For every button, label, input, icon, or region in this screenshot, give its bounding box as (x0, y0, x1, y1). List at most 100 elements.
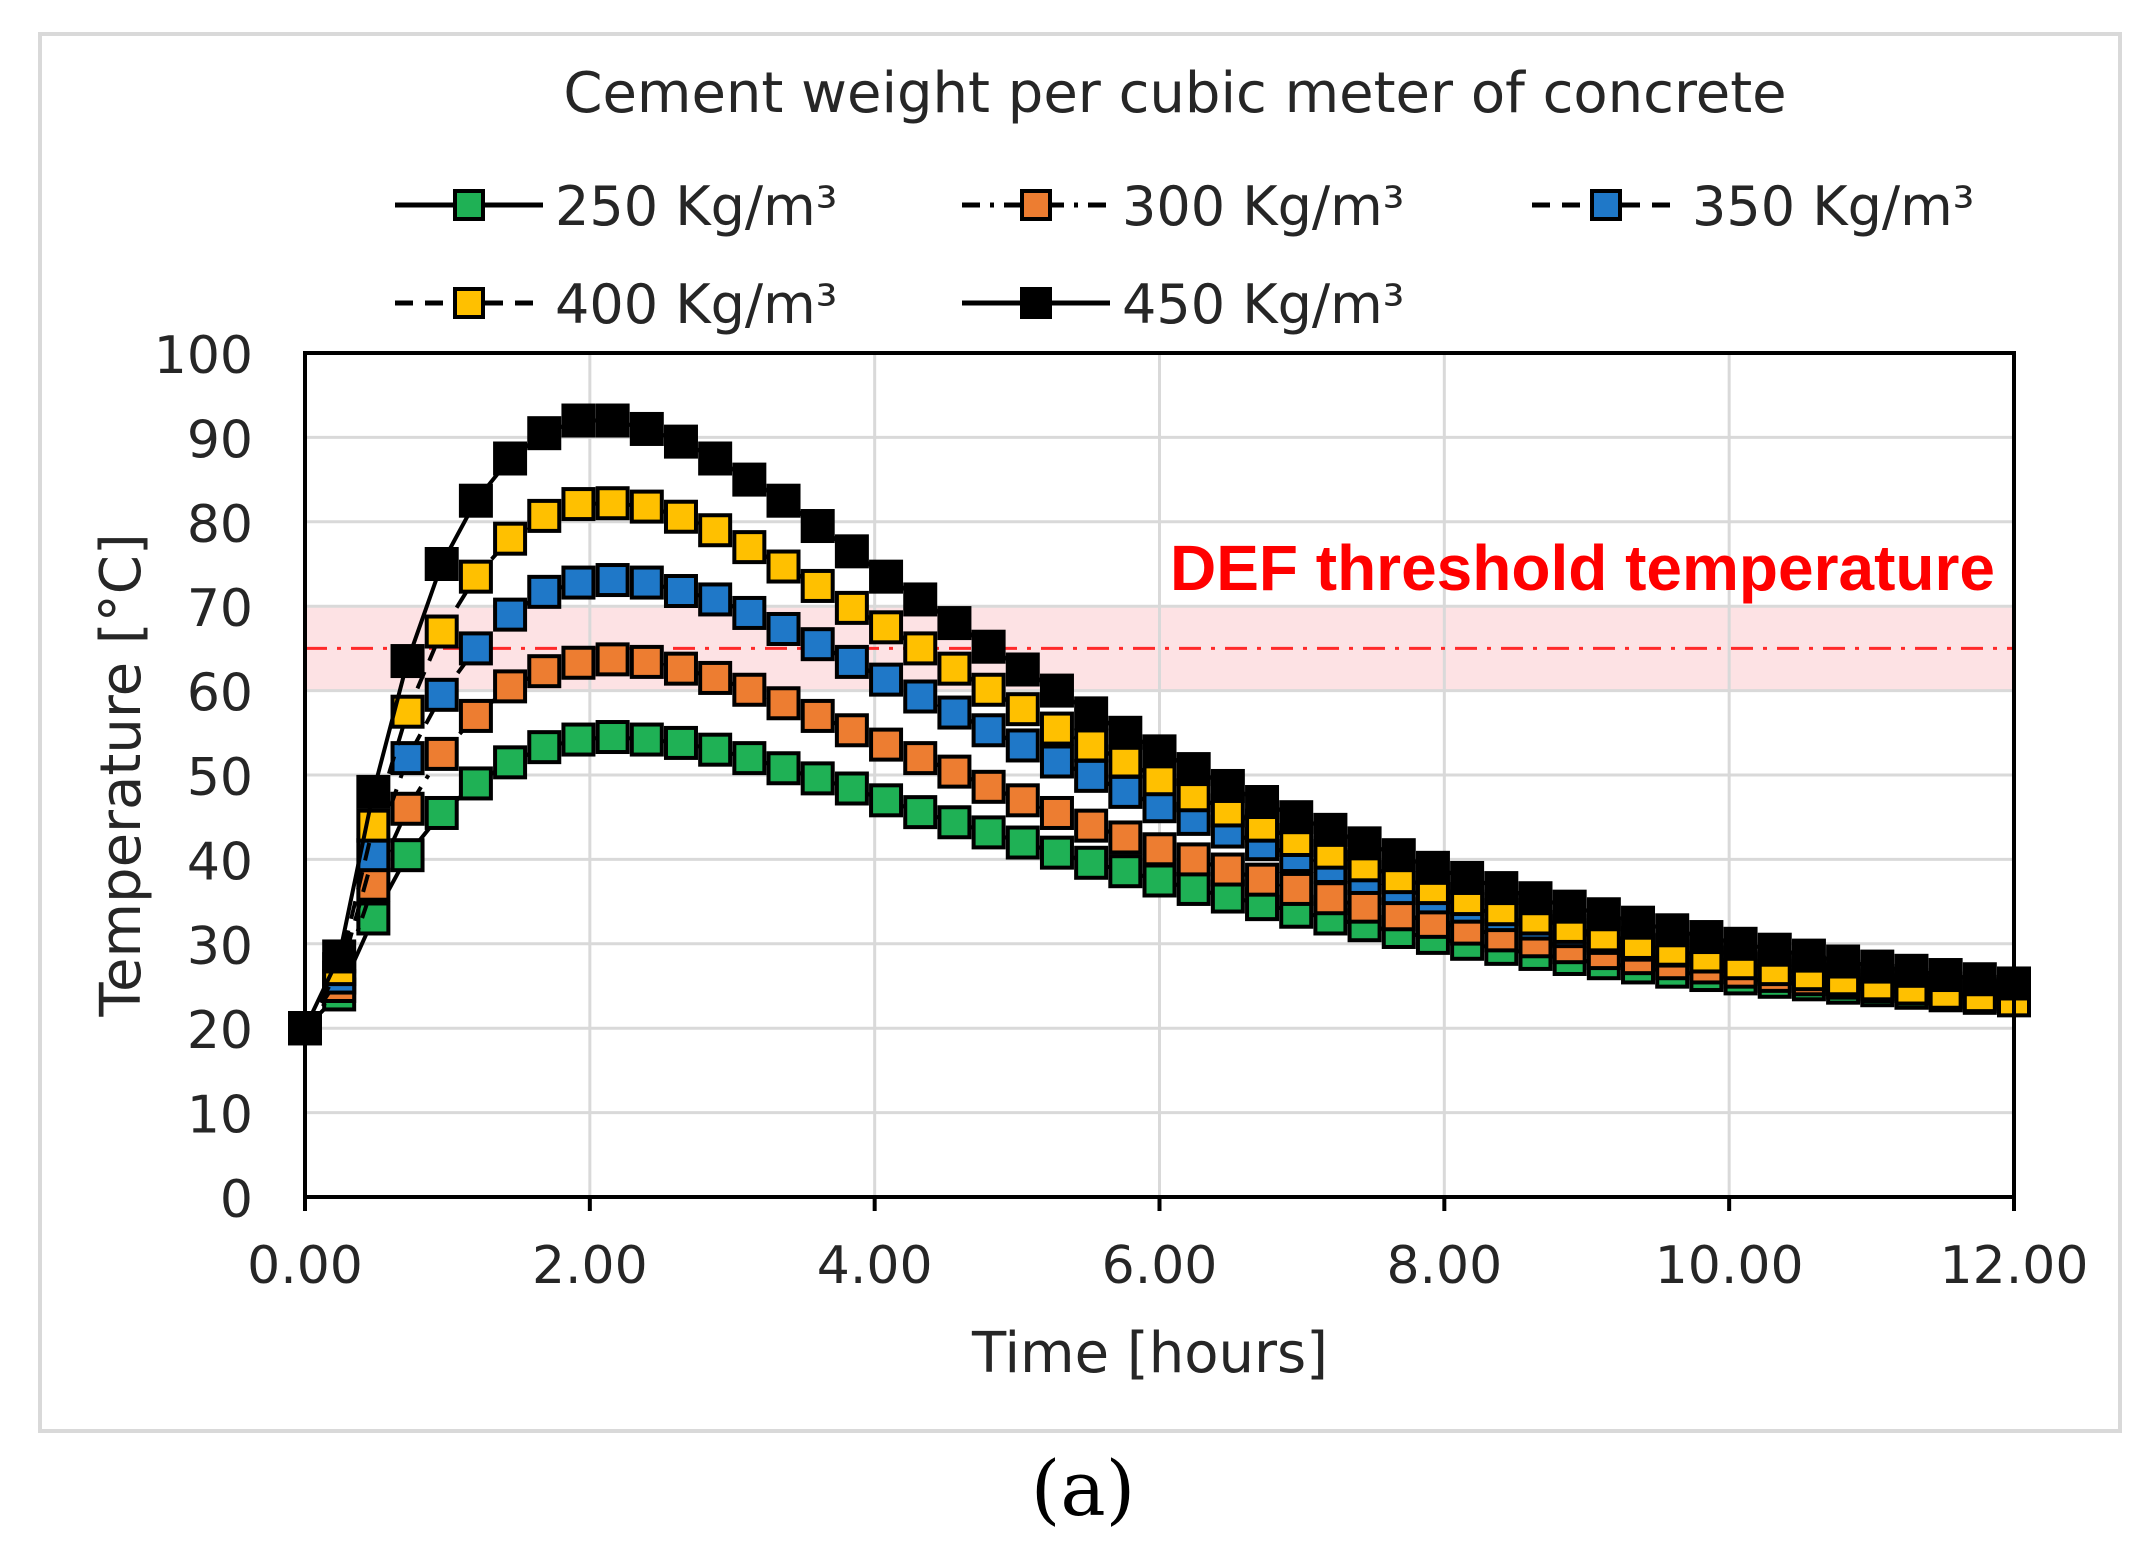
data-point (1347, 889, 1382, 924)
data-point (834, 590, 869, 625)
data-point (1621, 905, 1656, 940)
data-point (663, 424, 698, 459)
data-point (1074, 758, 1109, 793)
data-point (1791, 938, 1826, 973)
data-point (800, 509, 835, 544)
data-point (527, 730, 562, 765)
data-point (1005, 728, 1040, 763)
data-point (903, 679, 938, 714)
data-point (629, 565, 664, 600)
data-point (1894, 953, 1929, 988)
data-point (629, 644, 664, 679)
data-point (937, 805, 972, 840)
data-point (629, 411, 664, 446)
data-point (698, 732, 733, 767)
data-point (937, 695, 972, 730)
data-point (356, 808, 391, 843)
legend-item: 250 Kg/m³ (395, 175, 837, 238)
x-tick-label: 8.00 (1386, 1236, 1502, 1296)
y-tick-label: 30 (187, 917, 253, 977)
y-tick-label: 70 (187, 579, 253, 639)
data-point (1074, 728, 1109, 763)
data-point (1552, 889, 1587, 924)
data-point (1108, 820, 1143, 855)
data-point (1860, 949, 1895, 984)
data-point (971, 629, 1006, 664)
data-point (1245, 785, 1280, 820)
data-point (1586, 897, 1621, 932)
data-point (527, 574, 562, 609)
data-point (1210, 879, 1245, 914)
data-point (390, 791, 425, 826)
data-point (663, 499, 698, 534)
data-point (493, 521, 528, 556)
data-point (595, 720, 630, 755)
data-point (1484, 871, 1519, 906)
data-point (834, 534, 869, 569)
data-point (869, 662, 904, 697)
data-point (493, 669, 528, 704)
data-point (1279, 800, 1314, 835)
data-point (971, 713, 1006, 748)
data-point (1450, 860, 1485, 895)
y-tick-label: 80 (187, 495, 253, 555)
data-point (1689, 920, 1724, 955)
data-point (1928, 958, 1963, 993)
data-point (663, 651, 698, 686)
data-point (869, 559, 904, 594)
data-point (800, 761, 835, 796)
data-point (698, 513, 733, 548)
data-point (766, 483, 801, 518)
data-point (1313, 812, 1348, 847)
data-point (869, 610, 904, 645)
data-point (1176, 842, 1211, 877)
y-axis-title: Temperature [°C] (89, 533, 154, 1017)
data-point (766, 549, 801, 584)
data-point (732, 530, 767, 565)
data-point (663, 574, 698, 609)
data-point (732, 672, 767, 707)
y-tick-label: 10 (187, 1086, 253, 1146)
data-point (766, 611, 801, 646)
y-tick-label: 90 (187, 410, 253, 470)
data-point (937, 606, 972, 641)
data-point (561, 487, 596, 522)
data-point (766, 686, 801, 721)
data-point (766, 751, 801, 786)
figure-caption: (a) (1031, 1444, 1136, 1533)
x-tick-label: 12.00 (1940, 1236, 2089, 1296)
data-point (903, 741, 938, 776)
data-point (1005, 783, 1040, 818)
data-point (1176, 752, 1211, 787)
data-point (595, 563, 630, 598)
data-point (1005, 692, 1040, 727)
data-point (356, 774, 391, 809)
data-point (1723, 926, 1758, 961)
data-point (458, 559, 493, 594)
data-point (1210, 852, 1245, 887)
data-point (390, 838, 425, 873)
data-point (595, 642, 630, 677)
data-point (971, 769, 1006, 804)
data-point (971, 672, 1006, 707)
data-point (834, 713, 869, 748)
data-point (458, 698, 493, 733)
data-point (800, 568, 835, 603)
data-point (834, 644, 869, 679)
data-point (390, 741, 425, 776)
data-point (800, 698, 835, 733)
data-point (561, 722, 596, 757)
data-point (1313, 881, 1348, 916)
data-point (1039, 795, 1074, 830)
x-tick-label: 6.00 (1102, 1236, 1218, 1296)
data-point (1108, 744, 1143, 779)
data-point (903, 582, 938, 617)
legend-marker (453, 287, 485, 319)
data-point (698, 660, 733, 695)
data-point (1039, 673, 1074, 708)
y-tick-label: 0 (220, 1170, 253, 1230)
data-point (629, 489, 664, 524)
data-point (1245, 862, 1280, 897)
data-point (527, 498, 562, 533)
